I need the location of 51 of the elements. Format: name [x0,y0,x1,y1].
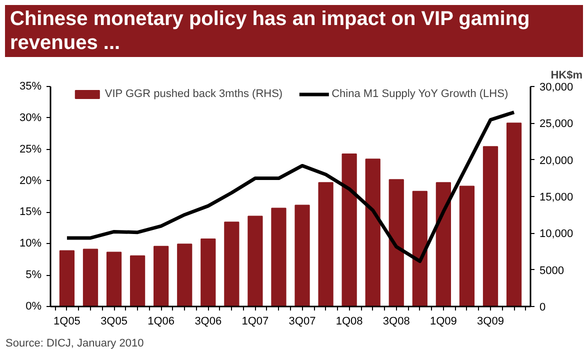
chart-title: Chinese monetary policy has an impact on VIP gaming revenues ... [10,7,531,55]
bar [294,204,310,306]
y2-tick-label: 20,000 [540,154,574,167]
y2-tick-label: 30,000 [540,82,574,94]
y-tick-label: 35% [19,80,42,92]
bar [248,216,263,306]
bar [130,255,146,306]
bar [506,122,522,306]
y-tick-label: 5% [26,269,42,282]
y-tick-label: 20% [19,174,42,187]
bar [412,190,428,306]
y-tick-label: 25% [19,143,42,156]
y-tick-label: 15% [19,206,42,218]
x-tick-label: 1Q05 [54,316,80,328]
bar [154,246,169,306]
x-tick-label: 1Q06 [148,316,175,328]
y-tick-label: 10% [19,238,42,250]
bar [200,238,216,306]
x-tick-label: 3Q09 [477,316,504,328]
legend-label: China M1 Supply YoY Growth (LHS) [332,88,508,100]
x-tick-label: 1Q07 [242,316,269,328]
bar [365,158,380,306]
bar [59,250,75,306]
bar [436,182,451,306]
bar [459,186,475,306]
y2-tick-label: 5000 [540,264,564,277]
y2-tick-label: 0 [540,302,546,314]
bar [271,208,286,306]
x-tick-label: 3Q07 [288,316,316,328]
y2-axis-title: HK$m [550,70,583,82]
legend-label: VIP GGR pushed back 3mths (RHS) [104,88,283,100]
bar [388,179,404,306]
y2-tick-label: 10,000 [540,228,574,240]
y-tick-label: 30% [19,112,42,124]
y2-tick-label: 25,000 [540,118,574,130]
bar [224,222,240,306]
bar [318,182,334,306]
source-note: Source: DICJ, January 2010 [6,338,144,349]
x-tick-label: 3Q08 [382,316,410,328]
bar [106,252,122,306]
bar [177,244,192,306]
x-tick-label: 1Q08 [336,316,363,328]
x-tick-label: 1Q09 [430,316,457,328]
x-tick-label: 3Q05 [100,316,128,328]
bar [342,153,357,306]
y-tick-label: 0% [26,300,42,312]
y2-tick-label: 15,000 [540,192,574,204]
x-tick-label: 3Q06 [194,316,222,328]
line-series [65,110,516,263]
bar [482,146,498,306]
bar [82,248,98,306]
